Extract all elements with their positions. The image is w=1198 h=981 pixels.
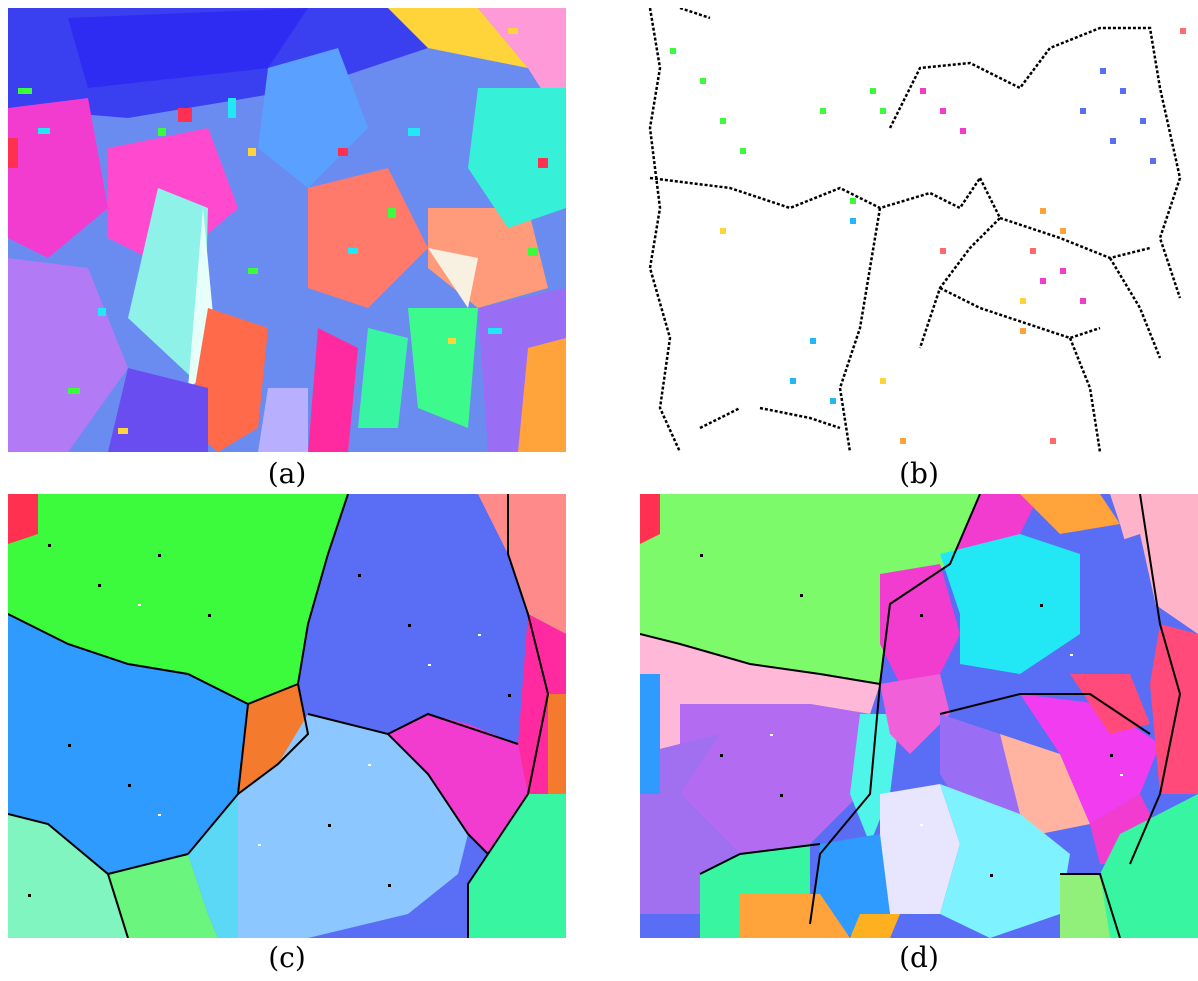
caption-d: (d) bbox=[899, 941, 939, 974]
orientation-map-d-image bbox=[640, 494, 1198, 938]
caption-b: (b) bbox=[899, 457, 939, 490]
orientation-map-a-image bbox=[8, 8, 566, 452]
orientation-map-b bbox=[640, 8, 1198, 452]
orientation-map-c bbox=[8, 494, 566, 938]
caption-a: (a) bbox=[267, 457, 307, 490]
orientation-map-d bbox=[640, 494, 1198, 938]
caption-c: (c) bbox=[268, 941, 306, 974]
orientation-map-a bbox=[8, 8, 566, 452]
orientation-map-c-image bbox=[8, 494, 566, 938]
orientation-map-b-image bbox=[640, 8, 1198, 452]
